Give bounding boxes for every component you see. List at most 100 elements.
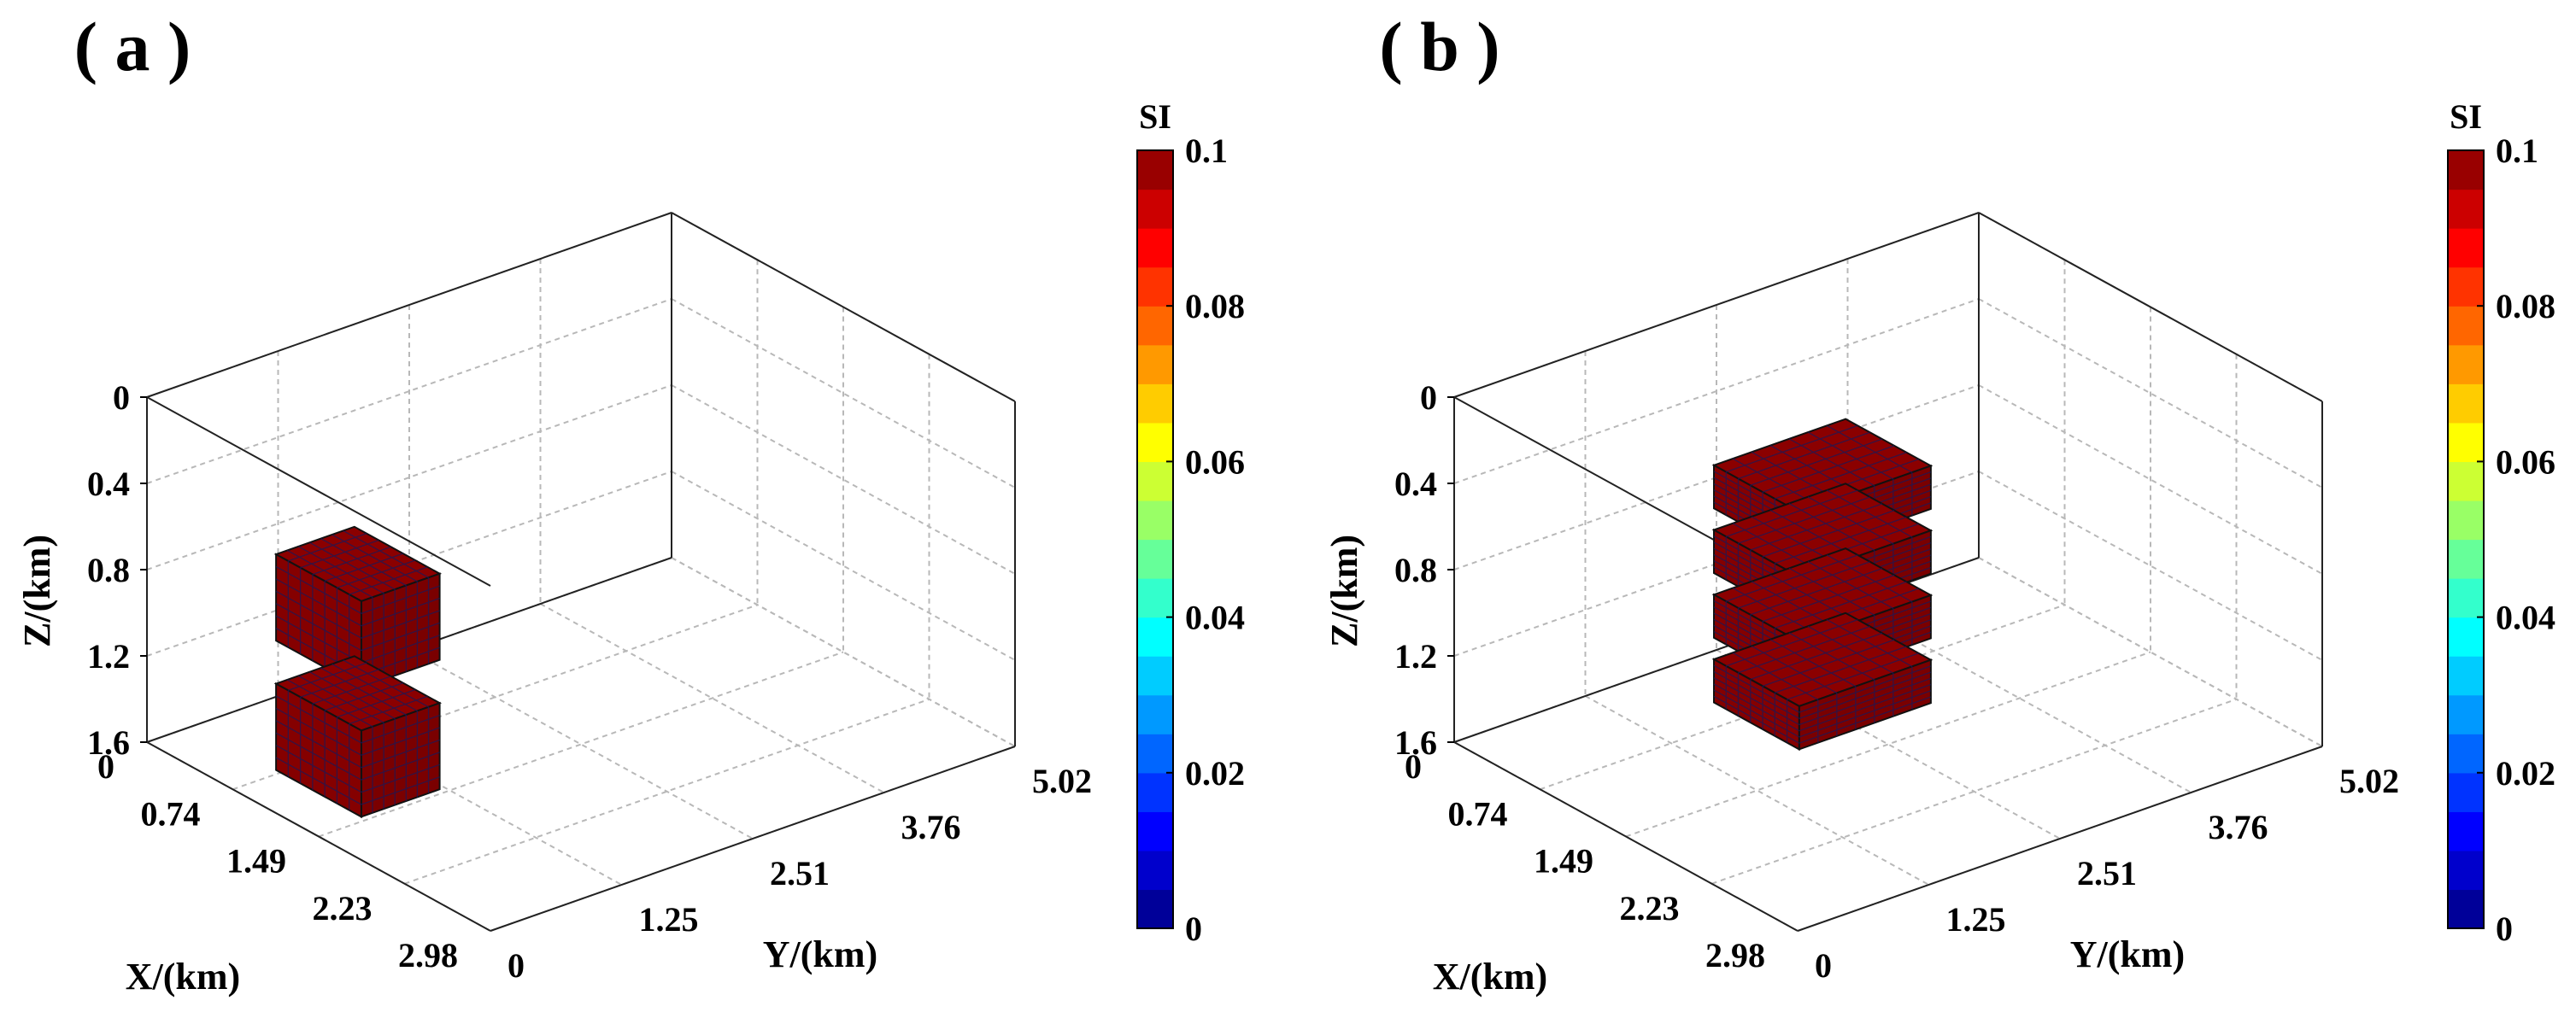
grid-line [1540, 604, 2065, 791]
colorbar-segment [1137, 656, 1173, 696]
voxel-cell-line [309, 671, 396, 720]
voxel-cell-line [1732, 652, 1819, 700]
voxel-side [275, 682, 362, 819]
x-tick-label: 0 [97, 747, 114, 786]
voxel-cell-line [1726, 489, 1858, 537]
voxel-cell-line [1762, 574, 1895, 623]
box-edge [146, 212, 672, 398]
voxel-cell-line [1799, 671, 1932, 719]
voxel-cell-line [1738, 496, 1870, 544]
voxel-cell-line [1788, 632, 1875, 681]
voxel-cell-line [1775, 452, 1907, 500]
voxel-cell-line [312, 676, 391, 705]
colorbar-segment [2448, 422, 2484, 462]
grid-line [1711, 698, 2237, 885]
voxel-cell-line [361, 585, 440, 614]
panel-a: ( a )00.40.81.21.600.741.492.232.98 01.25… [16, 8, 1245, 998]
voxel-cell-line [1750, 632, 1883, 681]
voxel-cell-line [1762, 639, 1895, 687]
voxel-cell-line [1799, 696, 1932, 744]
colorbar-segment [2448, 850, 2484, 891]
voxel-cell-line [1762, 445, 1895, 493]
box-edge [490, 746, 1016, 932]
voxel-cell-line [1769, 639, 1857, 687]
x-tick-label: 1.49 [1534, 842, 1593, 881]
colorbar-tick-label: 0.04 [2496, 599, 2555, 637]
voxel-cell-line [275, 565, 362, 614]
colorbar-segment [2448, 500, 2484, 541]
colorbar-segment [2448, 578, 2484, 618]
y-tick-label: 0 [1815, 946, 1832, 985]
voxel-cell-line [1826, 489, 1913, 538]
z-tick-label: 1.2 [1394, 637, 1437, 676]
grid-line [1453, 384, 1980, 570]
voxel-cell-line [332, 663, 418, 711]
voxel-cell-line [337, 559, 416, 588]
colorbar-tick-label: 0.06 [1185, 442, 1245, 481]
voxel-cell-line [1788, 438, 1875, 487]
x-tick-label: 2.23 [313, 889, 373, 927]
box-edge [1453, 212, 1980, 398]
x-tick-label: 0.74 [1448, 794, 1508, 833]
voxel-cell-line [1807, 431, 1894, 480]
colorbar-title: SI [1139, 97, 1171, 136]
voxel-cell-line [1726, 424, 1858, 473]
voxel-cell-line [1750, 503, 1883, 551]
voxel-cell-line [337, 688, 416, 718]
voxel-cell-line [1775, 581, 1907, 629]
colorbar-segment [1137, 811, 1173, 851]
z-tick-label: 0 [113, 378, 130, 417]
colorbar-segment [2448, 461, 2484, 501]
colorbar-segment [1137, 189, 1173, 229]
y-tick-label: 1.25 [1946, 900, 2006, 939]
colorbar-tick-label: 0.08 [2496, 287, 2555, 325]
voxel-cell-line [361, 727, 440, 756]
voxel-cell-line [1726, 619, 1858, 667]
voxel-cell-line [1713, 695, 1800, 744]
voxel-cell-line [309, 541, 396, 590]
z-tick-label: 1.2 [87, 637, 130, 676]
z-tick-label: 0 [1420, 378, 1437, 417]
grid-line [1625, 651, 2151, 838]
voxel-cell-line [312, 546, 391, 576]
colorbar-title: SI [2450, 97, 2482, 136]
voxel-cell-line [1713, 677, 1800, 726]
voxel-cell-line [361, 714, 440, 744]
voxel-grid [275, 659, 440, 813]
voxel-cell-line [275, 615, 362, 664]
z-tick-label: 1.6 [87, 723, 130, 762]
voxel-cell-line [1775, 646, 1907, 693]
voxel-cell-line [361, 610, 440, 639]
box-edge [1453, 741, 1799, 932]
voxel-cell-line [297, 675, 384, 723]
voxel-cell-line [275, 603, 362, 652]
panel-label: ( b ) [1379, 8, 1499, 85]
z-tick-label: 1.6 [1394, 723, 1437, 762]
grid-line [404, 698, 930, 885]
voxel-cell-line [1726, 554, 1858, 602]
colorbar-segment [2448, 656, 2484, 696]
z-axis-label: Z/(km) [16, 535, 58, 647]
panel-label: ( a ) [74, 8, 191, 85]
voxel-cell-line [1713, 670, 1800, 719]
voxel-cell-line [275, 745, 362, 793]
voxel-cell-line [1807, 625, 1894, 674]
colorbar-tick-label: 0.02 [1185, 754, 1245, 793]
colorbar-segment [1137, 850, 1173, 891]
voxel-cell-line [361, 597, 440, 627]
x-axis-label: X/(km) [1433, 956, 1547, 998]
colorbar-tick-label: 0.1 [1185, 132, 1228, 170]
colorbar-segment [1137, 772, 1173, 812]
voxel-cell-line [1799, 677, 1932, 726]
colorbar: 0 0.02 0.04 0.06 0.08 0.1 SI [2447, 97, 2555, 948]
colorbar-segment [1137, 539, 1173, 579]
voxel-cell-line [332, 534, 418, 582]
voxel-cell-line [1807, 496, 1894, 545]
z-axis-label: Z/(km) [1323, 535, 1365, 647]
voxel-grid [1713, 618, 1932, 744]
grid-line [232, 604, 758, 791]
colorbar-segment [1137, 383, 1173, 424]
voxel-cell-line [275, 757, 362, 805]
voxel-cell-line [1826, 554, 1913, 603]
